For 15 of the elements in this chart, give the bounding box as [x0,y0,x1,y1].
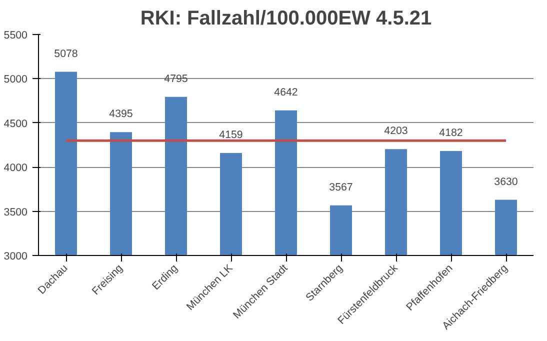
chart-title: RKI: Fallzahl/100.000EW 4.5.21 [140,8,432,30]
data-label: 4182 [439,127,463,140]
data-label: 3630 [494,176,518,188]
data-label: 3567 [329,181,353,194]
y-tick-label: 5500 [4,30,28,42]
data-label: 5078 [54,48,78,60]
y-tick-label: 4500 [4,118,28,130]
y-tick-label: 5000 [4,74,28,86]
y-tick-label: 3500 [4,206,28,218]
data-label: 4159 [219,129,243,142]
data-label: 4395 [109,108,133,120]
data-label: 4642 [274,86,298,98]
y-tick-label: 4000 [4,162,28,174]
data-label: 4203 [384,125,408,138]
y-tick-label: 3000 [4,250,28,262]
